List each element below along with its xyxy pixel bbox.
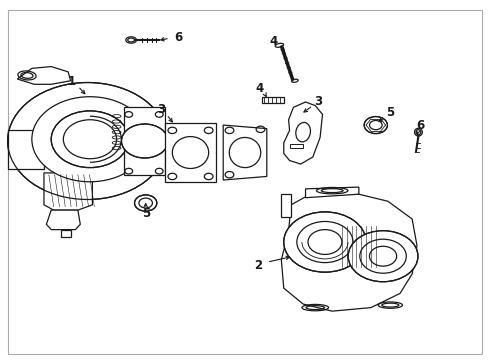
Text: 3: 3 <box>315 95 323 108</box>
Polygon shape <box>8 130 44 169</box>
Circle shape <box>51 111 129 168</box>
Polygon shape <box>61 230 71 237</box>
FancyBboxPatch shape <box>124 107 165 175</box>
Text: 6: 6 <box>174 31 182 44</box>
Polygon shape <box>223 125 267 180</box>
Text: 2: 2 <box>254 259 263 272</box>
Polygon shape <box>306 187 359 198</box>
Circle shape <box>32 97 148 182</box>
Circle shape <box>364 117 388 134</box>
Polygon shape <box>17 67 71 84</box>
Circle shape <box>284 212 366 272</box>
Text: 4: 4 <box>255 82 264 95</box>
Text: 5: 5 <box>142 207 150 220</box>
Polygon shape <box>281 194 417 311</box>
Polygon shape <box>284 102 322 164</box>
FancyBboxPatch shape <box>165 123 216 182</box>
Circle shape <box>135 195 157 211</box>
Polygon shape <box>281 194 291 217</box>
FancyBboxPatch shape <box>262 97 284 103</box>
Circle shape <box>8 82 168 199</box>
Text: 5: 5 <box>386 106 394 119</box>
Text: 4: 4 <box>269 35 277 48</box>
Text: 3: 3 <box>158 103 166 116</box>
Polygon shape <box>47 210 80 230</box>
Polygon shape <box>44 173 93 210</box>
Circle shape <box>348 231 418 282</box>
Text: 6: 6 <box>416 118 424 131</box>
Circle shape <box>122 124 168 158</box>
Text: 1: 1 <box>68 75 75 88</box>
